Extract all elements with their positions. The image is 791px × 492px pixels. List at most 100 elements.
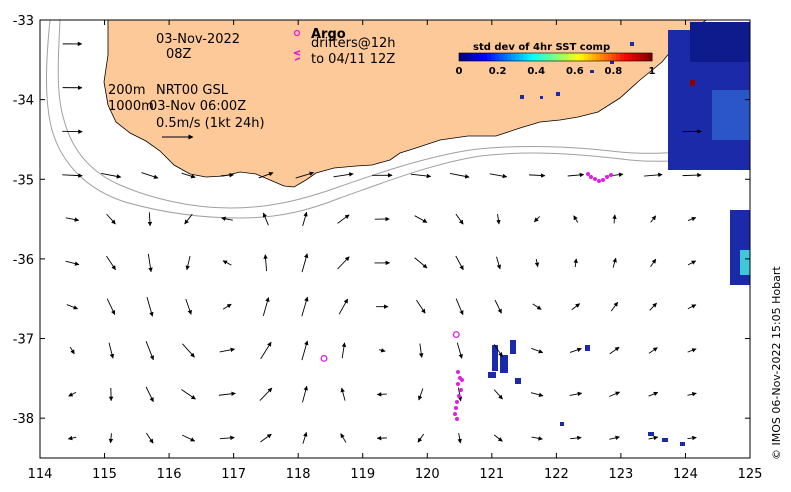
velocity-arrow [569, 391, 583, 397]
velocity-arrow [609, 435, 620, 441]
velocity-arrow [457, 433, 462, 444]
velocity-arrow [531, 436, 543, 441]
velocity-arrow [145, 386, 154, 403]
colorbar-swatch [587, 53, 593, 61]
velocity-arrow [418, 343, 424, 358]
colorbar-swatch [567, 53, 573, 61]
velocity-arrow [650, 258, 657, 267]
colorbar-swatch [627, 53, 633, 61]
velocity-arrow [219, 347, 236, 353]
velocity-arrow [682, 172, 702, 178]
x-tick-label: 120 [415, 467, 440, 482]
colorbar-swatch [487, 53, 492, 61]
colorbar-swatch [491, 53, 496, 61]
colorbar-swatch [535, 53, 540, 61]
velocity-arrow [218, 391, 236, 397]
velocity-arrow [260, 341, 272, 360]
velocity-arrow [414, 257, 428, 269]
velocity-arrow [414, 215, 428, 223]
velocity-arrow [529, 173, 546, 178]
velocity-arrow [573, 215, 579, 223]
x-tick-label: 116 [157, 467, 182, 482]
x-tick-label: 117 [221, 467, 246, 482]
velocity-arrow [301, 340, 309, 361]
date-label: 03-Nov-2022 [156, 32, 240, 47]
velocity-arrow [67, 435, 77, 441]
colorbar-swatch [459, 53, 464, 61]
velocity-arrows [62, 41, 702, 444]
velocity-arrow [302, 385, 308, 403]
velocity-arrow [108, 433, 114, 444]
colorbar-swatch [611, 53, 617, 61]
velocity-arrow [182, 343, 195, 358]
colorbar-swatch [551, 53, 556, 61]
y-tick-label: -35 [13, 173, 34, 188]
colorbar-swatch [555, 53, 561, 61]
colorbar-swatch [471, 53, 476, 61]
sst-pixels-coastal [520, 42, 634, 99]
drifter-legend-icon [293, 50, 301, 61]
velocity-arrow [66, 304, 79, 310]
velocity-arrow [181, 434, 196, 442]
velocity-arrow [493, 344, 503, 357]
colorbar-swatch [463, 53, 468, 61]
velocity-arrow [221, 216, 233, 221]
colorbar-swatch [591, 53, 597, 61]
colorbar-swatch [639, 53, 645, 61]
argo-label: Argo [311, 27, 346, 42]
velocity-arrow [410, 173, 432, 179]
velocity-arrow [418, 388, 424, 401]
time-label: 08Z [166, 47, 192, 62]
velocity-arrow [378, 348, 386, 353]
isobath-1000m [46, 20, 750, 219]
colorbar-frame [458, 52, 653, 62]
velocity-arrow [573, 258, 578, 268]
velocity-arrow [301, 296, 309, 317]
velocity-arrow [610, 301, 619, 312]
velocity-arrow [533, 216, 541, 223]
y-tick-label: -33 [13, 14, 34, 29]
velocity-arrow [649, 302, 657, 311]
velocity-arrow [106, 255, 116, 271]
velocity-arrow [531, 347, 544, 354]
velocity-arrow [106, 213, 116, 225]
colorbar-swatch [647, 53, 653, 61]
velocity-arrow [147, 212, 153, 227]
x-tick-label: 122 [544, 467, 569, 482]
velocity-arrow [648, 435, 659, 441]
land-mass [103, 20, 707, 188]
velocity-arrow [185, 298, 192, 315]
velocity-arrow [493, 434, 503, 442]
sst-pixels-south [488, 340, 685, 446]
colorbar-swatch [615, 53, 621, 61]
credit-label: © IMOS 06-Nov-2022 15:05 Hobart [770, 266, 783, 460]
colorbar-swatch [495, 53, 500, 61]
velocity-arrow [141, 172, 159, 179]
velocity-arrow [68, 391, 77, 397]
colorbar-swatch [623, 53, 629, 61]
x-tick-label: 115 [92, 467, 117, 482]
colorbar-swatch [599, 53, 605, 61]
x-tick-label: 124 [673, 467, 698, 482]
colorbar-tick-label: 0.6 [566, 66, 584, 77]
drifters-label: drifters@12h [311, 36, 396, 51]
velocity-arrow [69, 346, 75, 355]
colorbar-swatch [479, 53, 484, 61]
velocity-arrow [648, 347, 658, 354]
colorbar-swatch [547, 53, 552, 61]
velocity-arrow [108, 342, 115, 359]
plot-frame [39, 19, 751, 459]
velocity-arrow [145, 341, 155, 361]
velocity-arrow [263, 254, 268, 272]
velocity-arrow [337, 214, 350, 224]
velocity-arrow [220, 172, 235, 178]
velocity-arrow [220, 435, 235, 441]
velocity-arrow [687, 435, 697, 441]
velocity-arrow [340, 433, 347, 443]
velocity-arrow [571, 303, 581, 311]
velocity-arrow [106, 298, 116, 316]
velocity-arrow [567, 172, 585, 178]
velocity-arrow [302, 431, 308, 444]
velocity-arrow [494, 299, 502, 314]
velocity-arrow [455, 298, 464, 316]
